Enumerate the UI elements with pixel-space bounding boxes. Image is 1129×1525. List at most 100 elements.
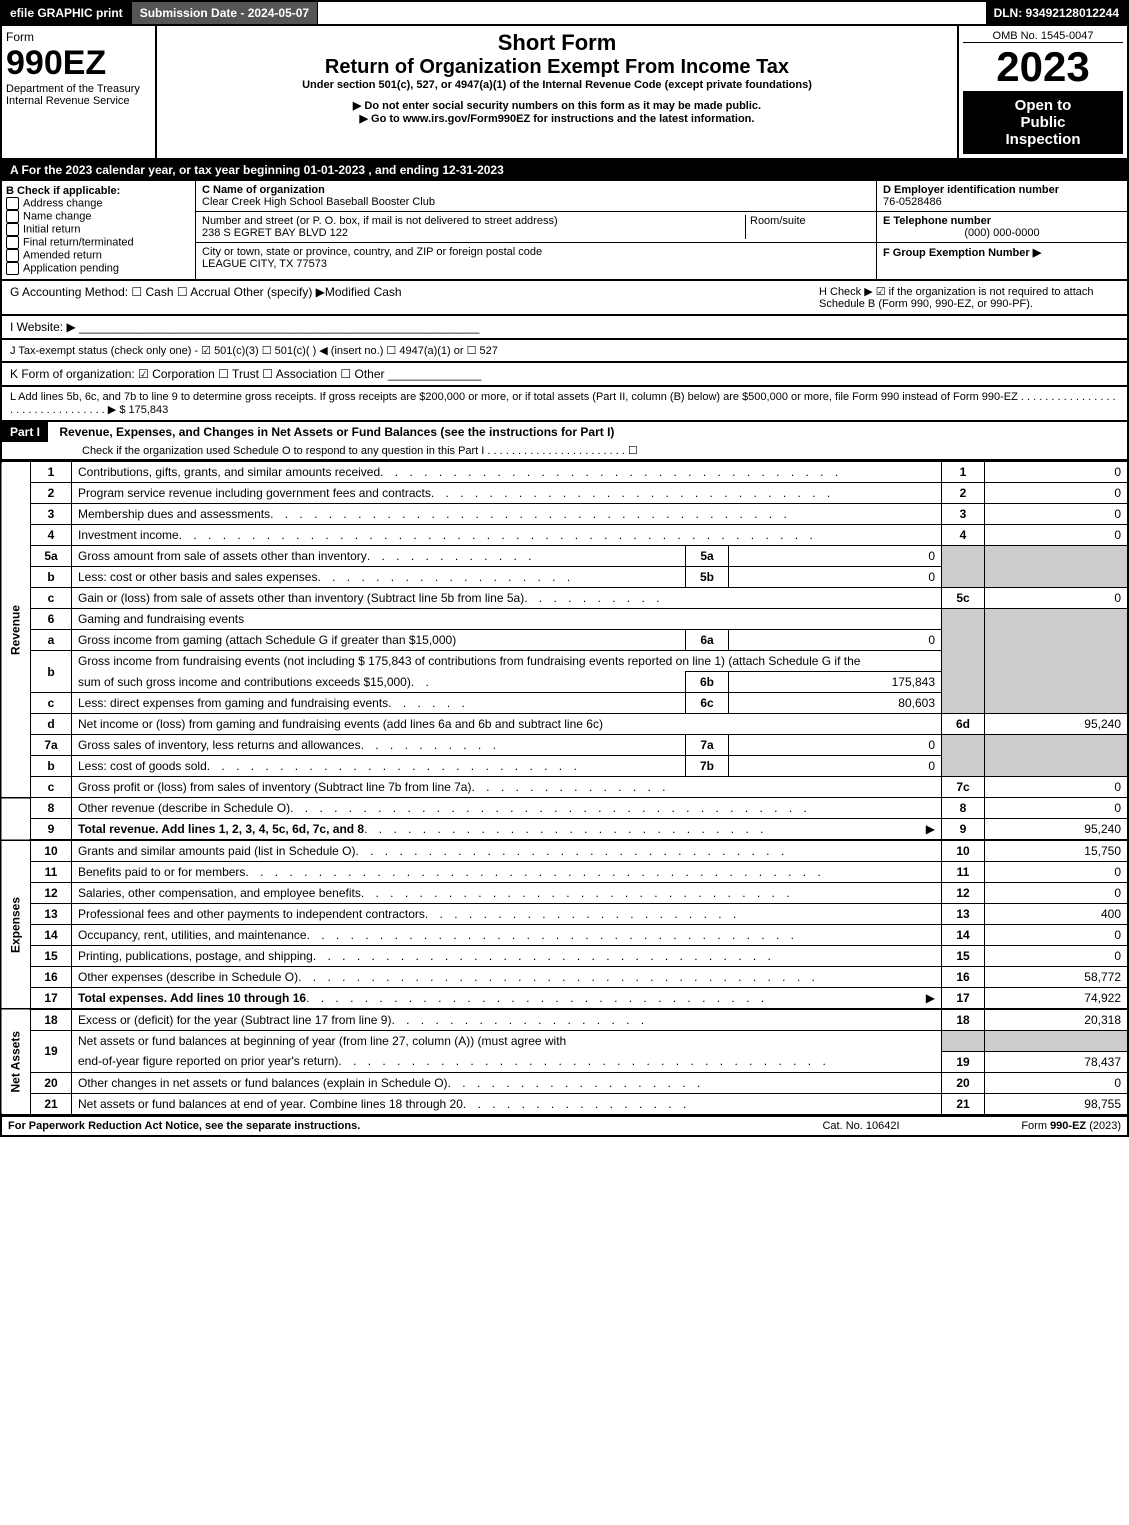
line-20-rt: 20 (942, 1072, 985, 1093)
c-label: C Name of organization (202, 184, 325, 196)
line-10-desc: Grants and similar amounts paid (list in… (78, 844, 355, 858)
form-number: 990EZ (6, 44, 151, 83)
top-bar: efile GRAPHIC print Submission Date - 20… (0, 0, 1129, 26)
line-11-desc: Benefits paid to or for members (78, 865, 245, 879)
part1-title: Revenue, Expenses, and Changes in Net As… (51, 425, 614, 439)
line-6c-subval: 80,603 (729, 693, 942, 714)
line-13-desc: Professional fees and other payments to … (78, 907, 425, 921)
footer-left: For Paperwork Reduction Act Notice, see … (8, 1120, 761, 1132)
vtab-netassets: Net Assets (1, 1009, 31, 1115)
dept: Department of the Treasury (6, 83, 151, 95)
line-16-val: 58,772 (985, 967, 1129, 988)
b-address-change[interactable]: Address change (6, 197, 191, 210)
return-title: Return of Organization Exempt From Incom… (161, 56, 953, 79)
part1-label: Part I (2, 422, 48, 442)
line-2-rt: 2 (942, 483, 985, 504)
line-14-desc: Occupancy, rent, utilities, and maintena… (78, 928, 307, 942)
line-15-rt: 15 (942, 946, 985, 967)
line-6b-pre: Gross income from fundraising events (no… (72, 651, 942, 672)
line-17-rt: 17 (942, 988, 985, 1010)
line-j: J Tax-exempt status (check only one) - ☑… (0, 340, 1129, 363)
line-5c-desc: Gain or (loss) from sale of assets other… (78, 591, 524, 605)
line-5b-desc: Less: cost or other basis and sales expe… (78, 570, 317, 584)
line-2-val: 0 (985, 483, 1129, 504)
section-c: C Name of organization Clear Creek High … (196, 181, 876, 279)
b-name-change[interactable]: Name change (6, 210, 191, 223)
line-12-rt: 12 (942, 883, 985, 904)
subtitle: Under section 501(c), 527, or 4947(a)(1)… (161, 79, 953, 91)
line-6b-desc: sum of such gross income and contributio… (78, 675, 411, 689)
f-label: F Group Exemption Number ▶ (883, 247, 1041, 259)
line-6b-subval: 175,843 (729, 672, 942, 693)
line-20-val: 0 (985, 1072, 1129, 1093)
line-7a-desc: Gross sales of inventory, less returns a… (78, 738, 361, 752)
line-9-desc: Total revenue. Add lines 1, 2, 3, 4, 5c,… (78, 822, 364, 836)
line-9-val: 95,240 (985, 819, 1129, 841)
line-3-val: 0 (985, 504, 1129, 525)
line-3-rt: 3 (942, 504, 985, 525)
part1-header-row: Part I Revenue, Expenses, and Changes in… (0, 422, 1129, 461)
b-initial-return[interactable]: Initial return (6, 223, 191, 236)
line-8-desc: Other revenue (describe in Schedule O) (78, 801, 290, 815)
line-11-rt: 11 (942, 862, 985, 883)
section-b: B Check if applicable: Address change Na… (2, 181, 196, 279)
vtab-revenue: Revenue (1, 462, 31, 798)
line-8-val: 0 (985, 798, 1129, 819)
line-5b-sub: 5b (686, 567, 729, 588)
note-ssn: ▶ Do not enter social security numbers o… (161, 99, 953, 112)
org-name: Clear Creek High School Baseball Booster… (202, 196, 435, 208)
submission-date: Submission Date - 2024-05-07 (132, 2, 318, 24)
line-14-val: 0 (985, 925, 1129, 946)
section-d-f: D Employer identification number 76-0528… (876, 181, 1127, 279)
line-7b-sub: 7b (686, 756, 729, 777)
tax-year: 2023 (963, 43, 1123, 91)
line-17-desc: Total expenses. Add lines 10 through 16 (78, 991, 306, 1005)
b-final-return[interactable]: Final return/terminated (6, 236, 191, 249)
line-12-val: 0 (985, 883, 1129, 904)
b-amended-return[interactable]: Amended return (6, 249, 191, 262)
line-6a-desc: Gross income from gaming (attach Schedul… (72, 630, 686, 651)
line-g-h: G Accounting Method: ☐ Cash ☐ Accrual Ot… (0, 281, 1129, 316)
line-6a-sub: 6a (686, 630, 729, 651)
line-h: H Check ▶ ☑ if the organization is not r… (819, 285, 1119, 310)
line-7c-rt: 7c (942, 777, 985, 798)
line-4-val: 0 (985, 525, 1129, 546)
e-label: E Telephone number (883, 215, 991, 227)
short-form-title: Short Form (161, 30, 953, 56)
line-19-val: 78,437 (985, 1051, 1129, 1072)
line-10-rt: 10 (942, 840, 985, 862)
line-1-rt: 1 (942, 462, 985, 483)
line-1-val: 0 (985, 462, 1129, 483)
line-6d-rt: 6d (942, 714, 985, 735)
b-heading: B Check if applicable: (6, 185, 191, 197)
line-1-num: 1 (31, 462, 72, 483)
line-6c-desc: Less: direct expenses from gaming and fu… (78, 696, 388, 710)
footer-right: Form 990-EZ (2023) (961, 1120, 1121, 1132)
room-suite-label: Room/suite (745, 215, 870, 239)
line-9-rt: 9 (942, 819, 985, 841)
line-6a-subval: 0 (729, 630, 942, 651)
footer-center: Cat. No. 10642I (761, 1120, 961, 1132)
city-label: City or town, state or province, country… (202, 246, 542, 258)
street-label: Number and street (or P. O. box, if mail… (202, 215, 558, 227)
line-18-rt: 18 (942, 1009, 985, 1031)
line-7a-subval: 0 (729, 735, 942, 756)
efile-print[interactable]: efile GRAPHIC print (2, 2, 132, 24)
line-15-desc: Printing, publications, postage, and shi… (78, 949, 313, 963)
city-value: LEAGUE CITY, TX 77573 (202, 258, 327, 270)
line-4-rt: 4 (942, 525, 985, 546)
line-21-desc: Net assets or fund balances at end of ye… (78, 1097, 463, 1111)
b-application-pending[interactable]: Application pending (6, 262, 191, 275)
part1-check: Check if the organization used Schedule … (2, 442, 1127, 459)
d-label: D Employer identification number (883, 184, 1059, 196)
line-3-desc: Membership dues and assessments (78, 507, 270, 521)
line-5a-subval: 0 (729, 546, 942, 567)
line-a: A For the 2023 calendar year, or tax yea… (0, 160, 1129, 181)
line-19a-desc: Net assets or fund balances at beginning… (72, 1031, 942, 1052)
line-11-val: 0 (985, 862, 1129, 883)
line-5c-val: 0 (985, 588, 1129, 609)
line-7c-desc: Gross profit or (loss) from sales of inv… (78, 780, 471, 794)
line-16-rt: 16 (942, 967, 985, 988)
line-15-val: 0 (985, 946, 1129, 967)
line-5a-sub: 5a (686, 546, 729, 567)
